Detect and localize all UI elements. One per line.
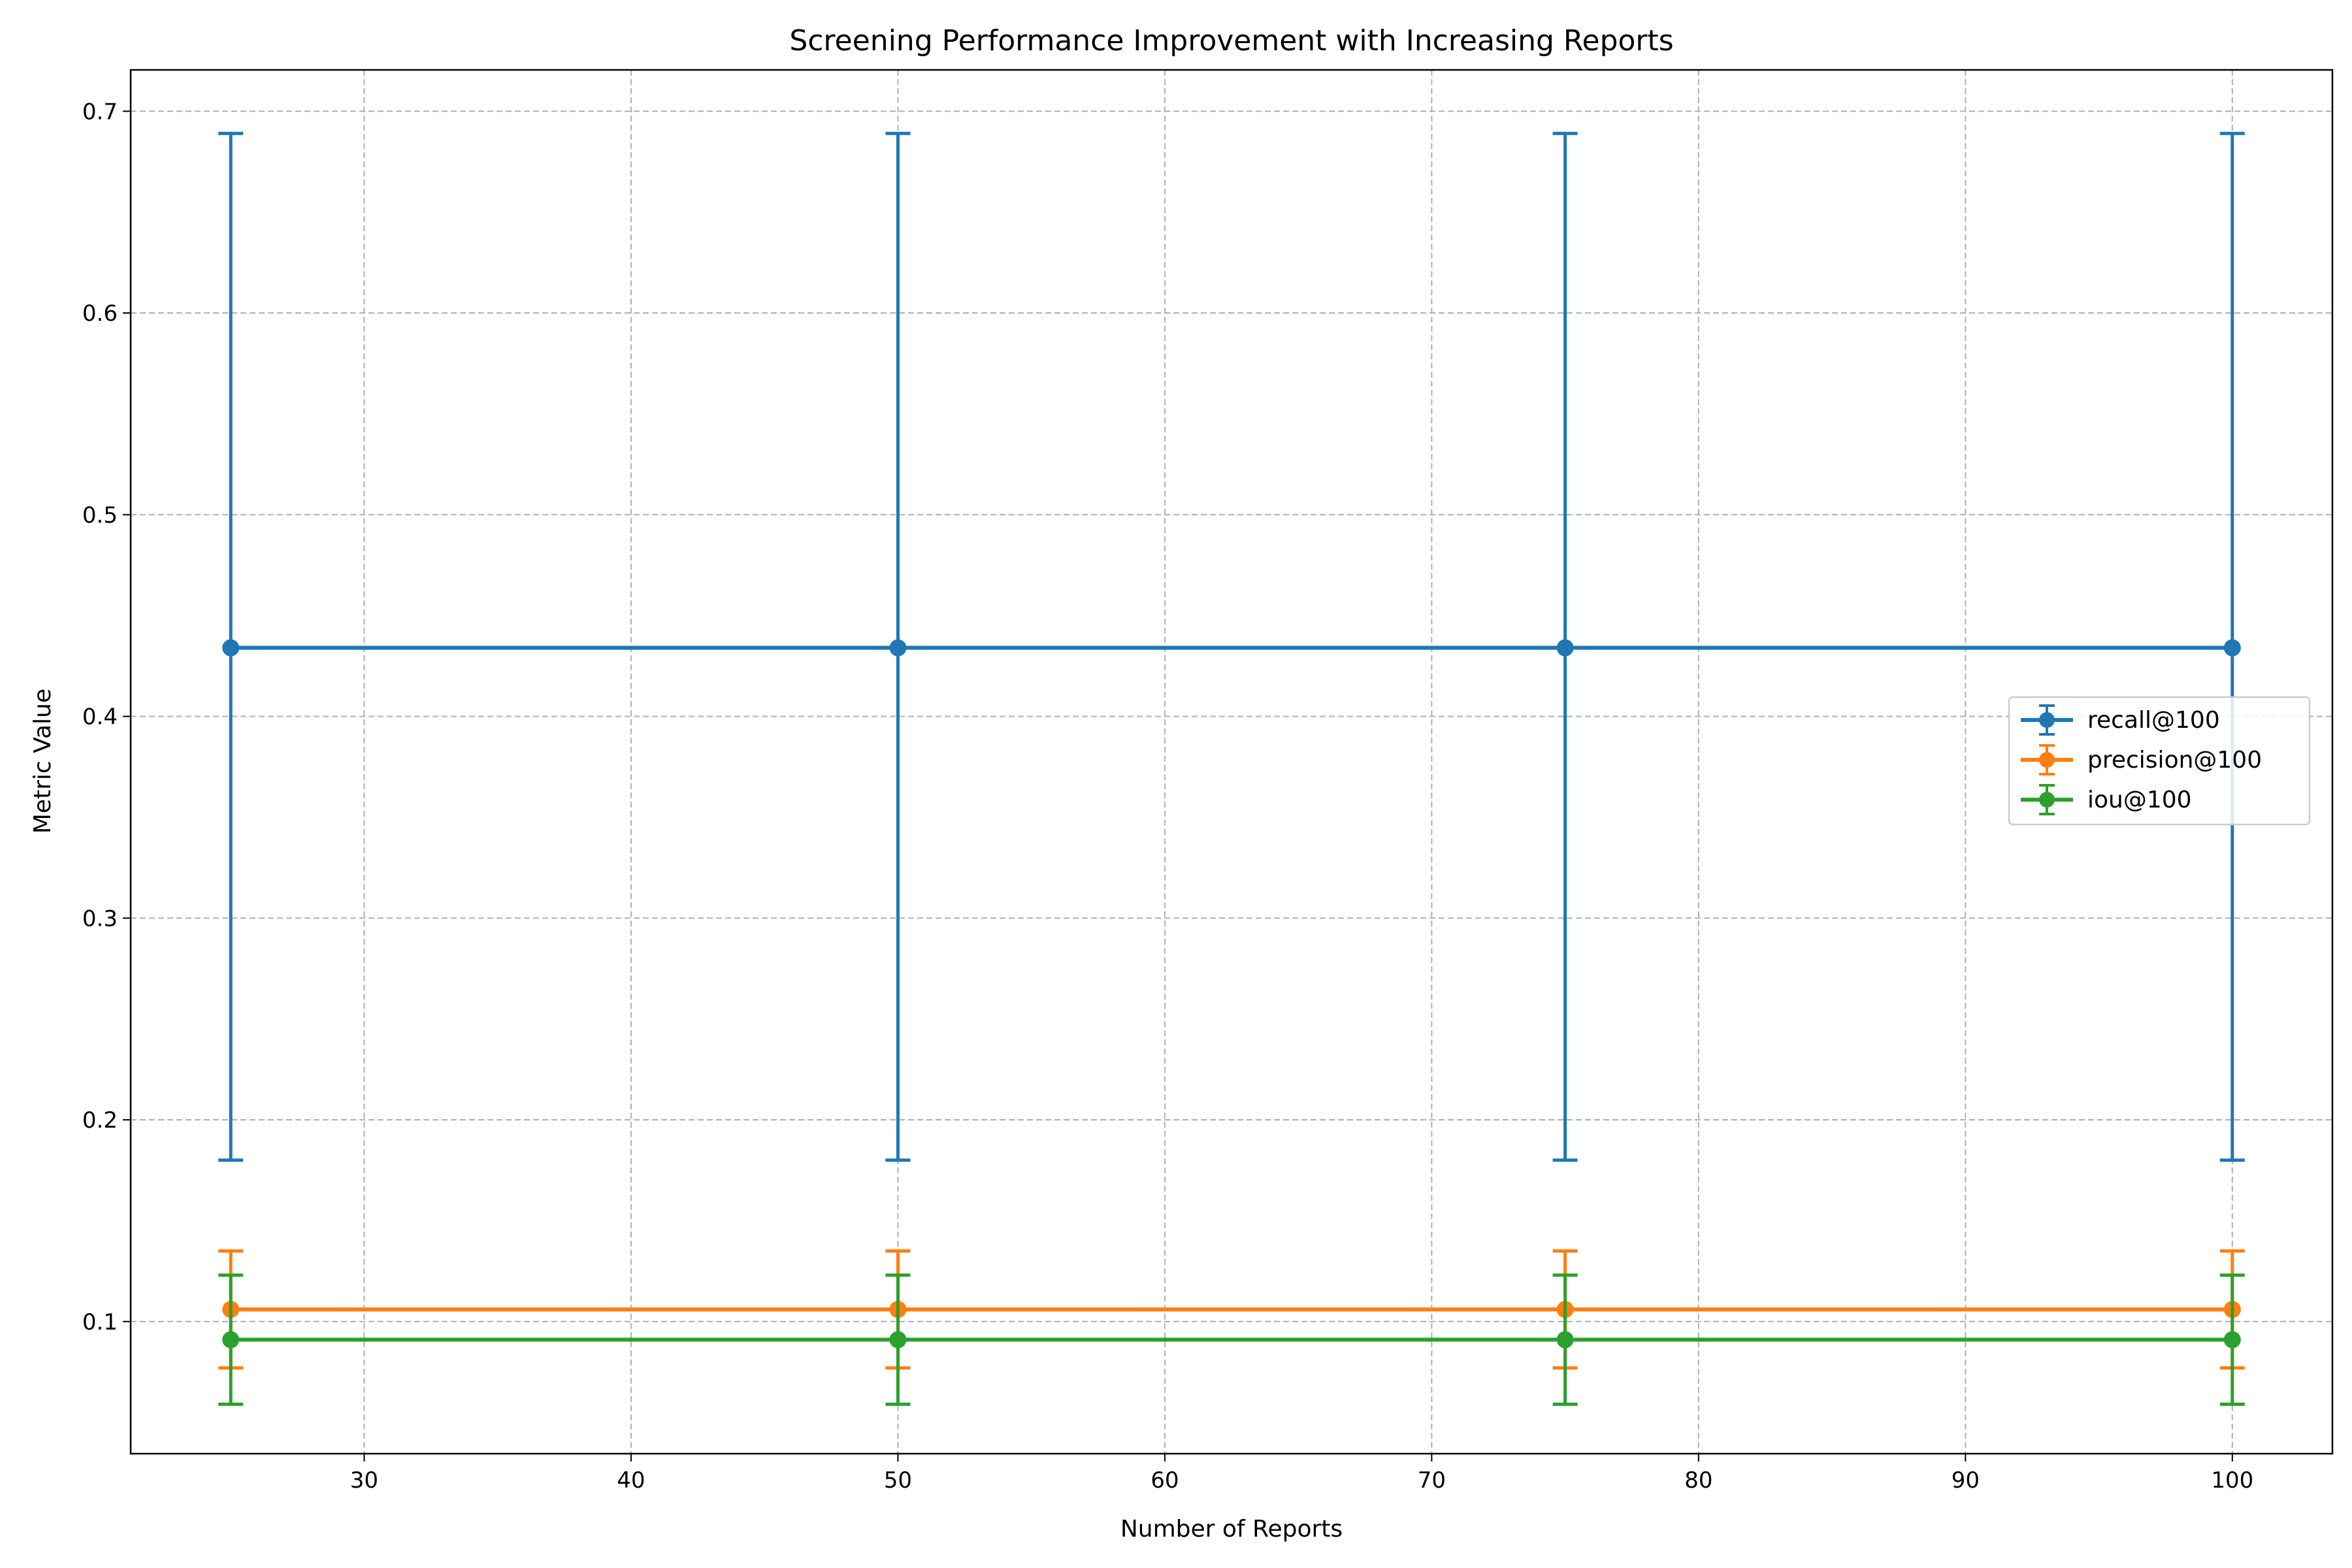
legend-item-precision-100: precision@100 <box>2021 744 2262 776</box>
legend-label: iou@100 <box>2087 787 2192 813</box>
legend-swatch-marker <box>2039 792 2055 808</box>
legend-swatch-marker <box>2039 752 2055 768</box>
y-tick-label: 0.2 <box>82 1107 118 1134</box>
x-tick-label: 60 <box>1151 1467 1179 1494</box>
ticks: 30 40 50 60 70 80 90 100 0.1 0.2 0.3 0.4 0.5 0.6 0.7 <box>82 99 2253 1494</box>
legend-label: recall@100 <box>2087 707 2220 734</box>
legend: recall@100 precision@100 iou@100 <box>2008 696 2311 826</box>
data-point-recall-100 <box>222 639 240 657</box>
plot-frame <box>129 69 2334 1455</box>
legend-item-iou-100: iou@100 <box>2021 784 2192 815</box>
y-tick-label: 0.6 <box>82 301 118 327</box>
series-precision-100 <box>218 1249 2245 1370</box>
x-tick-label: 80 <box>1684 1467 1712 1494</box>
y-tick-label: 0.1 <box>82 1309 118 1335</box>
series-layer <box>218 131 2245 1406</box>
y-tick-label: 0.4 <box>82 704 118 730</box>
legend-item-recall-100: recall@100 <box>2021 704 2220 736</box>
grid <box>131 70 2332 1454</box>
y-tick-label: 0.3 <box>82 906 118 932</box>
x-tick-label: 70 <box>1418 1467 1446 1494</box>
x-tick-label: 30 <box>350 1467 378 1494</box>
series-recall-100 <box>218 131 2245 1162</box>
data-point-iou-100 <box>222 1331 240 1348</box>
legend-label: precision@100 <box>2087 747 2262 774</box>
x-tick-label: 90 <box>1952 1467 1980 1494</box>
data-point-recall-100 <box>2223 639 2241 657</box>
data-point-recall-100 <box>1556 639 1574 657</box>
legend-swatch-marker <box>2039 712 2055 728</box>
data-point-iou-100 <box>1556 1331 1574 1348</box>
data-point-recall-100 <box>889 639 907 657</box>
chart-title: Screening Performance Improvement with I… <box>789 24 1673 57</box>
x-axis-title: Number of Reports <box>1120 1516 1343 1543</box>
data-point-iou-100 <box>889 1331 907 1348</box>
y-tick-label: 0.7 <box>82 99 118 125</box>
y-tick-label: 0.5 <box>82 502 118 529</box>
legend-box <box>2008 696 2311 826</box>
series-iou-100 <box>218 1273 2245 1406</box>
x-tick-label: 50 <box>884 1467 912 1494</box>
data-point-iou-100 <box>2223 1331 2241 1348</box>
x-tick-label: 100 <box>2211 1467 2253 1494</box>
x-tick-label: 40 <box>617 1467 645 1494</box>
y-axis-title: Metric Value <box>29 689 56 834</box>
